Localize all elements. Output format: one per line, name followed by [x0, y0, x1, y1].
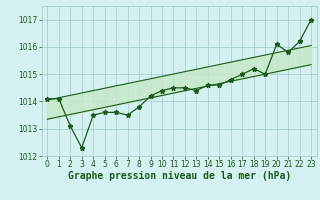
X-axis label: Graphe pression niveau de la mer (hPa): Graphe pression niveau de la mer (hPa): [68, 171, 291, 181]
